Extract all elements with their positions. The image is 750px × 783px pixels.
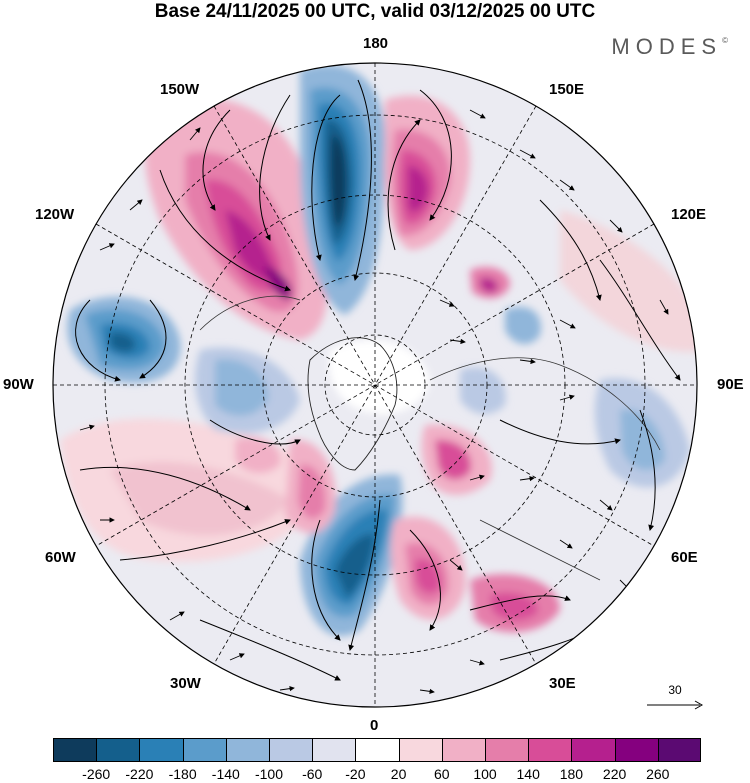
copyright-mark: © [722,36,728,45]
colorbar-swatch [312,738,356,762]
brand-name: MODES [611,34,723,59]
colorbar-swatch [139,738,184,762]
lon-label-90w: 90W [3,376,34,393]
colorbar-divider [657,738,659,762]
colorbar-divider [225,738,227,762]
colorbar-tick-label: -100 [254,766,284,782]
colorbar-frame [53,738,701,762]
map-title: Base 24/11/2025 00 UTC, valid 03/12/2025… [154,1,596,22]
colorbar-divider [614,738,616,762]
lon-label-180: 180 [363,35,389,52]
lon-label-0: 0 [370,717,379,734]
colorbar-swatch [614,738,659,762]
colorbar-divider [571,738,573,762]
modes-logo: MODES© [611,34,728,60]
colorbar-tick-label: 20 [390,766,407,782]
colorbar-tick-label: -20 [345,766,366,782]
colorbar-swatch [485,738,529,762]
colorbar-tick-label: -140 [211,766,240,782]
colorbar-divider [398,738,400,762]
colorbar-swatch [571,738,616,762]
lon-label-30e: 30E [549,675,576,692]
colorbar-divider [355,738,357,762]
colorbar-tick-label: -220 [125,766,154,782]
colorbar-tick-label: 140 [516,766,540,782]
lon-label-30w: 30W [170,675,201,692]
colorbar-divider [312,738,314,762]
colorbar-tick-label: 180 [559,766,584,782]
colorbar-divider [441,738,443,762]
lon-label-60e: 60E [671,549,698,566]
lon-label-150e: 150E [549,81,585,98]
colorbar-swatch [355,738,400,762]
colorbar-swatch [182,738,227,762]
colorbar-swatch [53,738,97,762]
colorbar-swatch [657,738,702,762]
reference-vector-label: 30 [668,683,682,697]
lon-label-90e: 90E [717,376,744,393]
colorbar-tick-label: -260 [82,766,111,782]
colorbar-swatch [528,738,572,762]
colorbar-swatch [96,738,140,762]
colorbar-legend: -260 -220 -180 -140 -100 -60 -20 20 60 100 140 180 2… [53,738,702,782]
colorbar-tick-label: 220 [602,766,627,782]
lon-label-120w: 120W [35,206,75,223]
colorbar-tick-label: 260 [646,766,670,782]
colorbar-swatch [269,738,313,762]
colorbar-divider [96,738,98,762]
reference-vector-arrow [647,700,704,710]
colorbar-tick-label: 100 [473,766,497,782]
map-border [52,62,698,708]
colorbar-divider [182,738,184,762]
lon-label-150w: 150W [160,81,200,98]
anomaly-field [53,63,697,707]
colorbar-divider [528,738,530,762]
colorbar-divider [269,738,270,762]
colorbar-divider [139,738,141,762]
colorbar-swatch [441,738,486,762]
colorbar-swatch [225,738,270,762]
colorbar-swatch [398,738,443,762]
colorbar-tick-label: -60 [302,766,323,782]
colorbar-divider [485,738,486,762]
lon-label-120e: 120E [671,206,707,223]
colorbar-tick-label: 60 [434,766,450,782]
lon-label-60w: 60W [45,549,76,566]
colorbar-tick-label: -180 [168,766,197,782]
